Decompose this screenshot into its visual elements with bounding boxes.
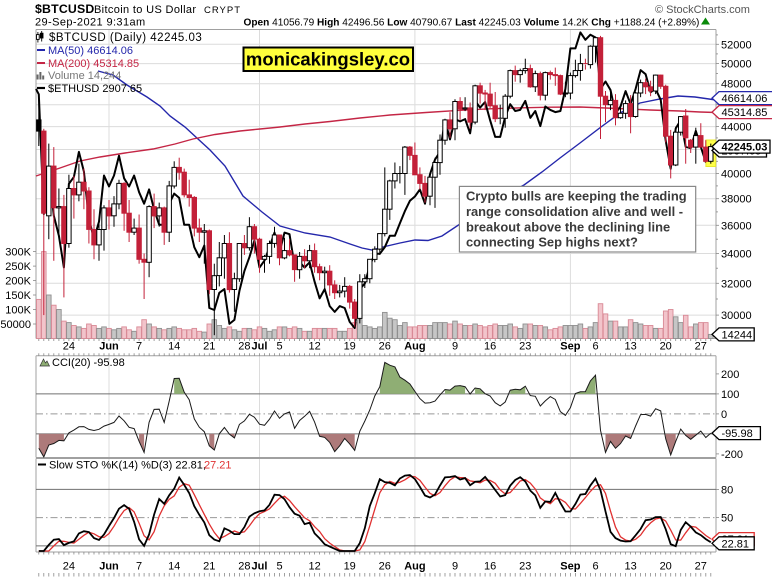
svg-text:Jun: Jun <box>99 341 119 353</box>
svg-text:27: 27 <box>695 561 707 573</box>
svg-text:CRYPT: CRYPT <box>204 5 241 16</box>
svg-text:36000: 36000 <box>721 220 752 232</box>
svg-text:$BTCUSD: $BTCUSD <box>35 2 94 16</box>
svg-text:Sep: Sep <box>560 341 580 353</box>
svg-text:Aug: Aug <box>404 341 425 353</box>
svg-text:34000: 34000 <box>721 249 752 261</box>
svg-text:monicakingsley.co: monicakingsley.co <box>246 49 410 70</box>
svg-text:12: 12 <box>308 561 320 573</box>
svg-text:12: 12 <box>308 341 320 353</box>
svg-text:13: 13 <box>624 341 636 353</box>
svg-text:0: 0 <box>721 409 727 421</box>
svg-text:$BTCUSD (Daily) 42245.03: $BTCUSD (Daily) 42245.03 <box>49 32 202 44</box>
svg-text:6: 6 <box>592 341 598 353</box>
svg-text:Crypto bulls are keeping the t: Crypto bulls are keeping the trading <box>466 189 687 204</box>
svg-text:9: 9 <box>452 561 458 573</box>
svg-text:16: 16 <box>484 561 496 573</box>
svg-text:23: 23 <box>519 341 531 353</box>
svg-text:Jul: Jul <box>252 341 268 353</box>
svg-text:5: 5 <box>276 561 282 573</box>
svg-text:50000: 50000 <box>721 59 752 71</box>
svg-text:14: 14 <box>168 341 180 353</box>
svg-text:Open 41056.79 High 42496.56 Lo: Open 41056.79 High 42496.56 Low 40790.67… <box>244 18 700 29</box>
svg-text:6: 6 <box>592 561 598 573</box>
svg-text:29-Sep-2021 9:31am: 29-Sep-2021 9:31am <box>35 17 146 29</box>
svg-text:21: 21 <box>203 561 215 573</box>
svg-text:44000: 44000 <box>721 122 752 134</box>
svg-text:200: 200 <box>721 369 739 381</box>
svg-text:Volume 14,244: Volume 14,244 <box>48 70 121 82</box>
svg-text:Bitcoin to US Dollar: Bitcoin to US Dollar <box>94 4 196 16</box>
svg-text:13: 13 <box>624 561 636 573</box>
svg-text:40000: 40000 <box>721 169 752 181</box>
svg-text:9: 9 <box>452 341 458 353</box>
svg-text:100: 100 <box>721 389 739 401</box>
svg-text:14: 14 <box>168 561 180 573</box>
svg-text:20: 20 <box>660 561 672 573</box>
svg-text:16: 16 <box>484 341 496 353</box>
svg-text:22.81: 22.81 <box>722 538 750 550</box>
svg-text:breakout above the declining l: breakout above the declining line <box>466 219 670 234</box>
svg-text:Jun: Jun <box>99 561 119 573</box>
svg-text:MA(50) 46614.06: MA(50) 46614.06 <box>48 45 133 57</box>
svg-text:20: 20 <box>660 341 672 353</box>
svg-text:-95.98: -95.98 <box>722 428 753 440</box>
svg-text:CCI(20) -95.98: CCI(20) -95.98 <box>52 357 125 369</box>
svg-text:21: 21 <box>203 341 215 353</box>
svg-text:100K: 100K <box>5 305 31 317</box>
svg-text:38000: 38000 <box>721 194 752 206</box>
svg-text:300K: 300K <box>5 247 31 259</box>
svg-text:32000: 32000 <box>721 278 752 290</box>
svg-text:26: 26 <box>379 341 391 353</box>
svg-text:30000: 30000 <box>721 310 752 322</box>
svg-text:14244: 14244 <box>722 329 753 341</box>
svg-text:Slow STO %K(14) %D(3) 22.81,: Slow STO %K(14) %D(3) 22.81, <box>49 460 206 472</box>
svg-text:45314.85: 45314.85 <box>722 107 768 119</box>
svg-text:26: 26 <box>379 561 391 573</box>
svg-text:7: 7 <box>136 561 142 573</box>
svg-text:© StockCharts.com: © StockCharts.com <box>655 4 750 16</box>
svg-text:Aug: Aug <box>404 561 425 573</box>
svg-text:42245.03: 42245.03 <box>722 142 768 154</box>
svg-text:range consolidation alive and: range consolidation alive and well - <box>466 204 683 219</box>
svg-text:50000: 50000 <box>0 319 31 331</box>
svg-text:24: 24 <box>63 561 75 573</box>
svg-text:MA(200) 45314.85: MA(200) 45314.85 <box>48 58 139 70</box>
svg-text:24: 24 <box>63 341 75 353</box>
svg-text:50: 50 <box>721 513 733 525</box>
svg-text:$ETHUSD 2907.65: $ETHUSD 2907.65 <box>48 83 142 95</box>
svg-text:5: 5 <box>276 341 282 353</box>
svg-text:Jul: Jul <box>252 561 268 573</box>
svg-text:46614.06: 46614.06 <box>722 93 768 105</box>
svg-text:250K: 250K <box>5 261 31 273</box>
svg-text:150K: 150K <box>5 290 31 302</box>
svg-text:27: 27 <box>695 341 707 353</box>
svg-text:28: 28 <box>238 561 250 573</box>
svg-text:48000: 48000 <box>721 79 752 91</box>
svg-text:23: 23 <box>519 561 531 573</box>
svg-text:52000: 52000 <box>721 39 752 51</box>
svg-text:28: 28 <box>238 341 250 353</box>
svg-text:19: 19 <box>344 561 356 573</box>
svg-text:Sep: Sep <box>560 561 580 573</box>
svg-text:27.21: 27.21 <box>204 460 232 472</box>
svg-text:7: 7 <box>136 341 142 353</box>
svg-text:200K: 200K <box>5 276 31 288</box>
svg-text:-200: -200 <box>721 449 743 461</box>
svg-text:19: 19 <box>344 341 356 353</box>
svg-text:connecting Sep highs next?: connecting Sep highs next? <box>466 235 638 250</box>
svg-text:80: 80 <box>721 484 733 496</box>
